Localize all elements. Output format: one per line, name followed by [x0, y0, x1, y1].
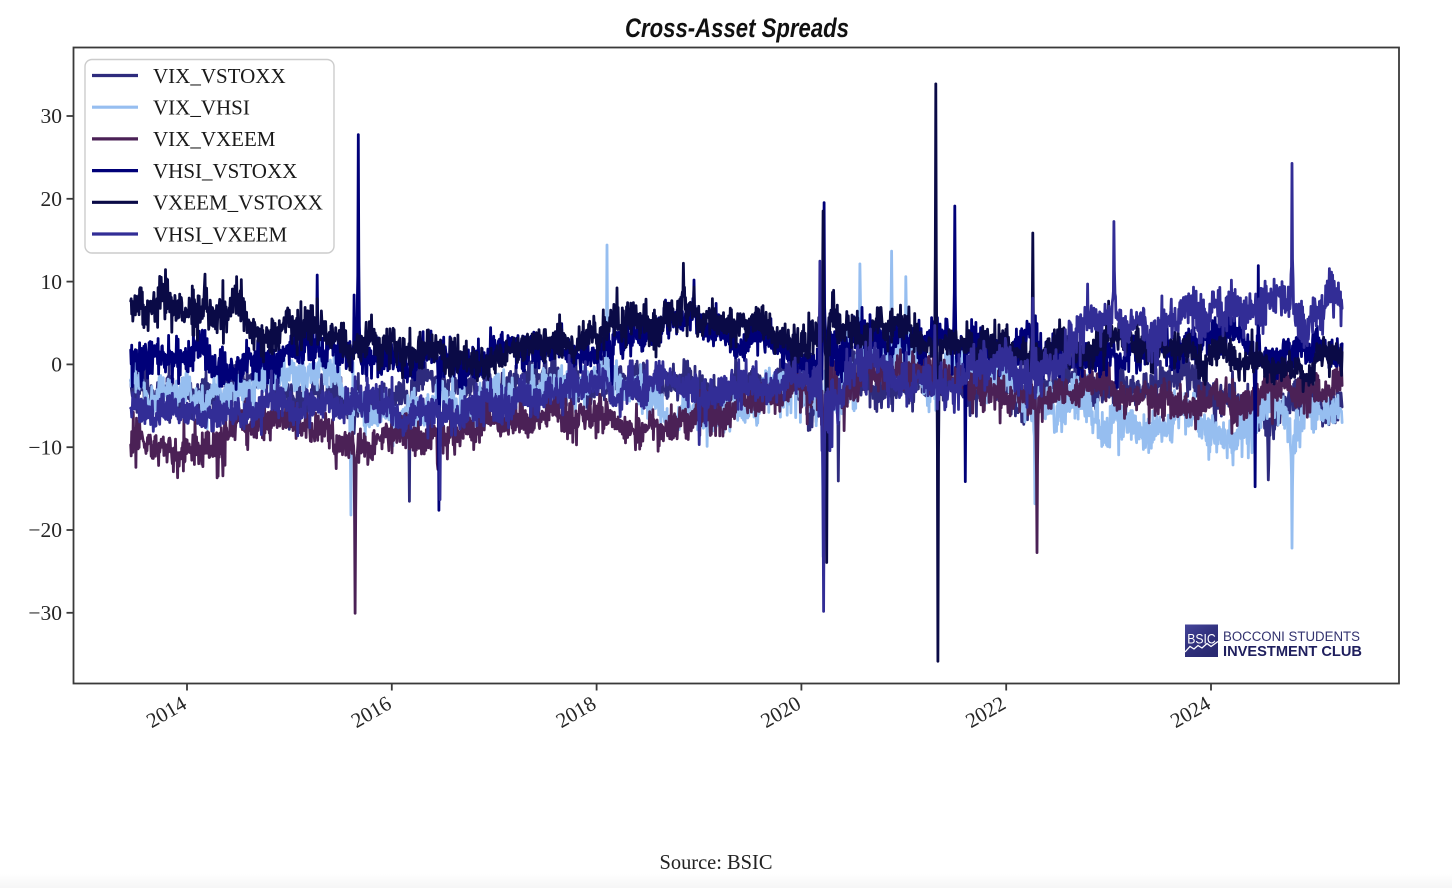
svg-text:Cross-Asset Spreads: Cross-Asset Spreads: [625, 13, 849, 43]
svg-text:10: 10: [41, 270, 63, 294]
svg-text:−10: −10: [28, 435, 62, 459]
svg-text:VXEEM_VSTOXX: VXEEM_VSTOXX: [153, 191, 323, 215]
svg-text:VHSI_VXEEM: VHSI_VXEEM: [153, 222, 287, 246]
svg-text:BSIC: BSIC: [1187, 631, 1216, 647]
svg-text:INVESTMENT CLUB: INVESTMENT CLUB: [1223, 644, 1362, 660]
svg-text:−30: −30: [28, 601, 62, 625]
svg-text:Source: BSIC: Source: BSIC: [660, 850, 773, 874]
svg-text:VHSI_VSTOXX: VHSI_VSTOXX: [153, 159, 297, 183]
svg-text:30: 30: [41, 104, 63, 128]
svg-text:20: 20: [41, 187, 63, 211]
svg-text:VIX_VXEEM: VIX_VXEEM: [153, 127, 276, 151]
svg-text:0: 0: [51, 353, 62, 377]
svg-text:VIX_VSTOXX: VIX_VSTOXX: [153, 64, 286, 88]
svg-text:−20: −20: [28, 518, 62, 542]
svg-text:BOCCONI STUDENTS: BOCCONI STUDENTS: [1223, 629, 1360, 645]
svg-text:VIX_VHSI: VIX_VHSI: [153, 96, 250, 120]
